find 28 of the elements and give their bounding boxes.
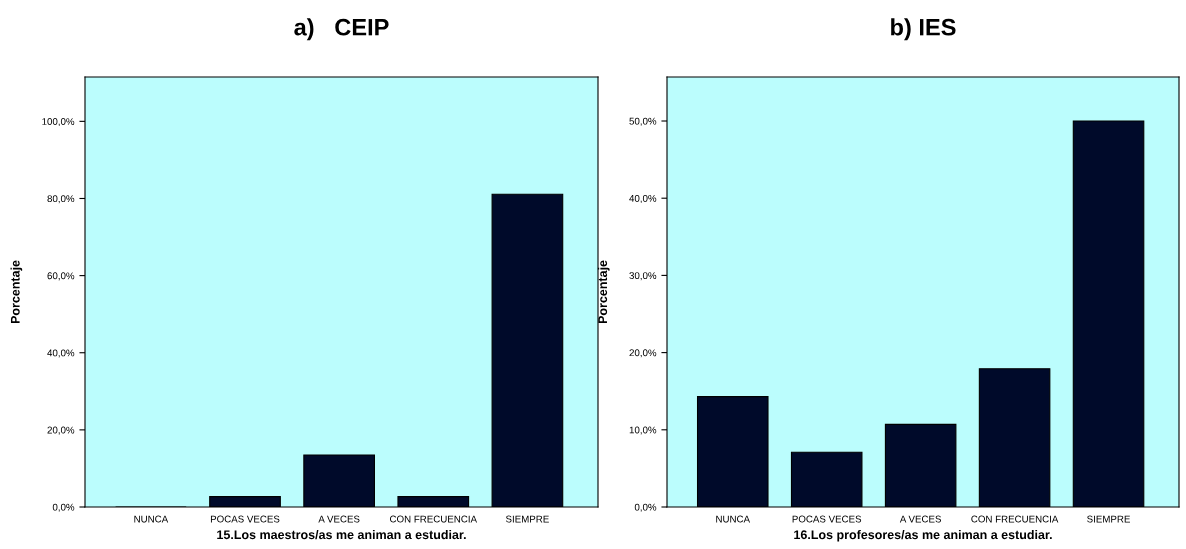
y-tick-label: 20,0% (47, 426, 75, 435)
y-tick-label: 100,0% (42, 118, 75, 127)
y-tick-label: 40,0% (629, 194, 657, 203)
y-tick-label: 0,0% (634, 503, 657, 512)
y-tick-label: 50,0% (629, 117, 657, 126)
x-tick-label: NUNCA (134, 515, 169, 523)
x-tick-label: CON FRECUENCIA (971, 515, 1059, 523)
x-tick-label: POCAS VECES (792, 515, 862, 523)
x-tick-label: NUNCA (716, 515, 751, 523)
chart-title: b) IES (891, 18, 956, 41)
y-tick-label: 80,0% (47, 195, 75, 204)
x-tick-label: POCAS VECES (210, 515, 280, 523)
x-tick-label: A VECES (318, 515, 360, 523)
y-axis-title: Porcentaje (597, 260, 610, 324)
y-tick-label: 0,0% (52, 503, 75, 512)
x-tick-label: SIEMPRE (505, 515, 549, 523)
x-axis-title: 15.Los maestros/as me animan a estudiar. (217, 529, 466, 540)
chart-title: a) CEIP (294, 18, 389, 41)
y-tick-label: 60,0% (47, 272, 75, 281)
x-axis-title: 16.Los profesores/as me animan a estudiar. (794, 529, 1052, 542)
y-tick-label: 30,0% (629, 272, 657, 281)
y-axis-title: Porcentaje (10, 260, 23, 324)
x-tick-label: CON FRECUENCIA (390, 515, 478, 523)
x-tick-label: A VECES (899, 515, 942, 523)
x-tick-label: SIEMPRE (1087, 515, 1130, 523)
y-tick-label: 20,0% (629, 349, 657, 358)
y-tick-label: 10,0% (629, 426, 657, 435)
y-tick-label: 40,0% (47, 349, 75, 358)
